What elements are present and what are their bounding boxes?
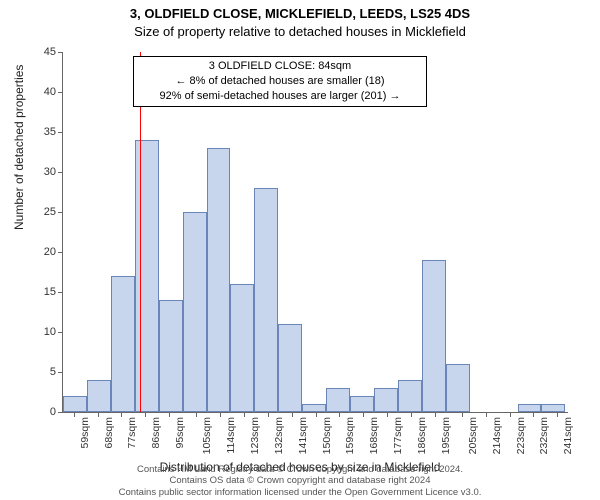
x-tick-mark bbox=[510, 412, 511, 417]
histogram-bar bbox=[326, 388, 350, 412]
histogram-bar bbox=[278, 324, 302, 412]
histogram-bar bbox=[374, 388, 398, 412]
histogram-bar bbox=[422, 260, 446, 412]
x-tick-mark bbox=[435, 412, 436, 417]
y-tick-mark bbox=[58, 372, 63, 373]
footer-line: Contains OS data © Crown copyright and d… bbox=[0, 475, 600, 486]
x-tick-mark bbox=[411, 412, 412, 417]
histogram-bar bbox=[398, 380, 422, 412]
histogram-bar bbox=[254, 188, 278, 412]
annotation-box: 3 OLDFIELD CLOSE: 84sqm← 8% of detached … bbox=[133, 56, 427, 107]
x-tick-mark bbox=[98, 412, 99, 417]
x-tick-mark bbox=[387, 412, 388, 417]
y-tick-mark bbox=[58, 252, 63, 253]
x-tick-mark bbox=[292, 412, 293, 417]
x-tick-mark bbox=[169, 412, 170, 417]
histogram-bar bbox=[63, 396, 87, 412]
x-tick-mark bbox=[486, 412, 487, 417]
y-tick-mark bbox=[58, 412, 63, 413]
x-tick-mark bbox=[316, 412, 317, 417]
y-tick-label: 45 bbox=[44, 46, 56, 58]
y-tick-label: 35 bbox=[44, 126, 56, 138]
y-tick-label: 15 bbox=[44, 286, 56, 298]
y-tick-mark bbox=[58, 332, 63, 333]
histogram-bar bbox=[302, 404, 326, 412]
y-tick-label: 5 bbox=[50, 366, 56, 378]
y-tick-mark bbox=[58, 212, 63, 213]
x-tick-mark bbox=[244, 412, 245, 417]
footer-line: Contains HM Land Registry data © Crown c… bbox=[0, 464, 600, 475]
y-tick-label: 30 bbox=[44, 166, 56, 178]
y-tick-mark bbox=[58, 172, 63, 173]
page-title-address: 3, OLDFIELD CLOSE, MICKLEFIELD, LEEDS, L… bbox=[0, 6, 600, 21]
x-tick-mark bbox=[220, 412, 221, 417]
y-tick-label: 0 bbox=[50, 406, 56, 418]
y-tick-mark bbox=[58, 132, 63, 133]
histogram-bar bbox=[111, 276, 135, 412]
annotation-line: ← 8% of detached houses are smaller (18) bbox=[140, 74, 420, 89]
x-tick-mark bbox=[533, 412, 534, 417]
y-axis-label: Number of detached properties bbox=[12, 65, 26, 230]
y-tick-mark bbox=[58, 92, 63, 93]
x-tick-mark bbox=[74, 412, 75, 417]
annotation-line: 3 OLDFIELD CLOSE: 84sqm bbox=[140, 59, 420, 74]
histogram-bar bbox=[518, 404, 542, 412]
histogram-bar bbox=[230, 284, 254, 412]
histogram-bar bbox=[159, 300, 183, 412]
histogram-bar bbox=[350, 396, 374, 412]
histogram-bar bbox=[446, 364, 470, 412]
x-tick-mark bbox=[462, 412, 463, 417]
x-tick-mark bbox=[557, 412, 558, 417]
x-tick-mark bbox=[121, 412, 122, 417]
page-subtitle: Size of property relative to detached ho… bbox=[0, 24, 600, 39]
y-tick-mark bbox=[58, 292, 63, 293]
annotation-line: 92% of semi-detached houses are larger (… bbox=[140, 89, 420, 104]
histogram-bar bbox=[183, 212, 207, 412]
y-tick-label: 20 bbox=[44, 246, 56, 258]
histogram-bar bbox=[207, 148, 231, 412]
histogram-bar bbox=[541, 404, 565, 412]
x-tick-mark bbox=[363, 412, 364, 417]
x-tick-mark bbox=[145, 412, 146, 417]
y-tick-label: 25 bbox=[44, 206, 56, 218]
y-tick-label: 40 bbox=[44, 86, 56, 98]
x-tick-mark bbox=[339, 412, 340, 417]
footer-attribution: Contains HM Land Registry data © Crown c… bbox=[0, 464, 600, 498]
histogram-bar bbox=[87, 380, 111, 412]
histogram-bar bbox=[135, 140, 159, 412]
plot-area: 05101520253035404559sqm68sqm77sqm86sqm95… bbox=[62, 52, 568, 413]
footer-line: Contains public sector information licen… bbox=[0, 487, 600, 498]
y-tick-mark bbox=[58, 52, 63, 53]
x-tick-mark bbox=[196, 412, 197, 417]
x-tick-mark bbox=[268, 412, 269, 417]
histogram-chart: 05101520253035404559sqm68sqm77sqm86sqm95… bbox=[62, 52, 567, 412]
y-tick-label: 10 bbox=[44, 326, 56, 338]
